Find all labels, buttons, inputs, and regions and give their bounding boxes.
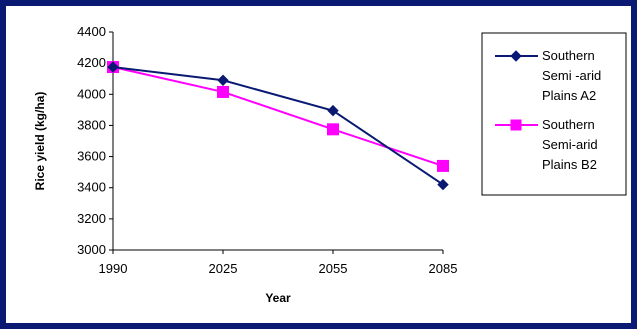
y-tick-label: 4000 — [77, 86, 106, 101]
legend-label: Plains A2 — [542, 88, 596, 103]
y-tick-label: 3600 — [77, 149, 106, 164]
x-tick-label: 1990 — [99, 261, 128, 276]
x-tick-label: 2055 — [319, 261, 348, 276]
data-point — [327, 104, 339, 117]
data-point — [107, 61, 119, 73]
series-line — [112, 66, 444, 186]
legend-entry-1: Southern Semi -arid Plains A2 — [495, 48, 601, 103]
x-tick-label: 2085 — [429, 261, 458, 276]
x-axis-title: Year — [265, 291, 291, 305]
x-axis-ticks: 1990 2025 2055 2085 — [99, 250, 458, 276]
series-1 — [107, 61, 449, 191]
data-point — [437, 178, 449, 191]
data-point — [217, 74, 229, 86]
y-axis-ticks: 3000 3200 3400 3600 3800 4000 4200 4400 — [77, 24, 113, 257]
legend-label: Plains B2 — [542, 157, 597, 172]
y-tick-label: 3000 — [77, 242, 106, 257]
y-tick-label: 4200 — [77, 55, 106, 70]
legend-label: Semi-arid — [542, 137, 598, 152]
y-tick-label: 3400 — [77, 180, 106, 195]
legend-box — [481, 32, 627, 196]
data-point — [510, 119, 522, 131]
data-point — [510, 50, 522, 62]
legend-label: Southern — [542, 117, 595, 132]
data-point — [327, 123, 339, 136]
y-axis-title: Rice yield (kg/ha) — [33, 92, 47, 191]
y-tick-label: 3800 — [77, 117, 106, 132]
legend: Southern Semi -arid Plains A2 Southern Semi-… — [481, 32, 627, 196]
plot-area — [112, 32, 443, 251]
legend-label: Southern — [542, 48, 595, 63]
y-tick-label: 4400 — [77, 24, 106, 39]
series-layer — [107, 61, 449, 191]
plot-area-background — [113, 32, 443, 250]
data-point — [437, 159, 449, 172]
x-tick-label: 2025 — [209, 261, 238, 276]
legend-entry-2: Southern Semi-arid Plains B2 — [495, 117, 598, 172]
y-tick-label: 3200 — [77, 211, 106, 226]
data-point — [217, 85, 229, 98]
legend-label: Semi -arid — [542, 68, 601, 83]
